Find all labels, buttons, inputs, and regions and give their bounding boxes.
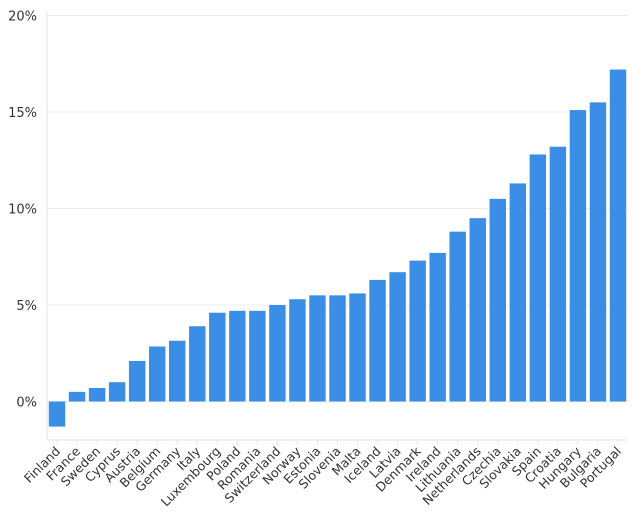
bar-lithuania	[449, 231, 466, 402]
bar-iceland	[369, 279, 386, 402]
y-tick-label: 20%	[8, 10, 37, 25]
bar-croatia	[549, 146, 567, 402]
bar-luxembourg	[209, 312, 226, 402]
bar-netherlands	[469, 218, 486, 402]
bar-slovakia	[509, 183, 527, 402]
y-tick-label: 5%	[16, 299, 37, 314]
bar-sweden	[88, 387, 106, 402]
bar-poland	[229, 310, 246, 402]
bar-switzerland	[269, 305, 286, 402]
bar-italy	[189, 326, 206, 402]
bar-bulgaria	[589, 102, 607, 402]
bar-slovenia	[329, 295, 346, 402]
bar-czechia	[489, 198, 506, 402]
bar-france	[68, 391, 86, 402]
bar-denmark	[409, 260, 426, 402]
bar-spain	[529, 154, 547, 402]
bar-austria	[128, 360, 146, 402]
y-tick-label: 0%	[16, 396, 37, 411]
bar-ireland	[429, 252, 446, 402]
bar-germany	[169, 340, 186, 402]
bar-estonia	[309, 295, 326, 402]
bar-norway	[289, 299, 306, 402]
bar-latvia	[389, 272, 406, 402]
bar-hungary	[569, 110, 587, 402]
bar-cyprus	[108, 382, 126, 402]
bar-malta	[349, 293, 366, 402]
bar-finland	[48, 401, 66, 427]
bar-belgium	[148, 346, 166, 402]
y-tick-label: 15%	[8, 106, 37, 121]
bar-portugal	[609, 69, 627, 402]
y-tick-label: 10%	[8, 203, 37, 218]
bar-romania	[249, 310, 266, 402]
